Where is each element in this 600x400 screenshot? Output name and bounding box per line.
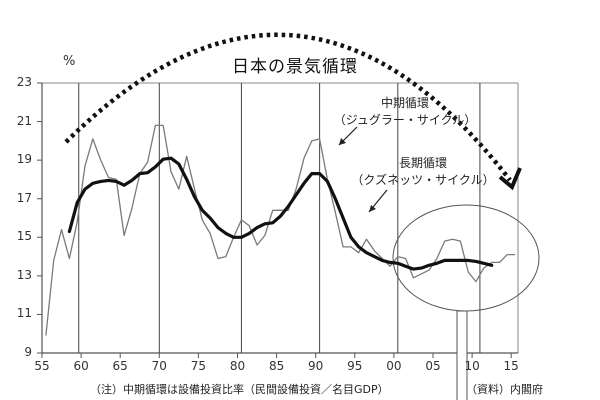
x-tick-label: 65 [112,359,128,373]
note-source-definition: （注）中期循環は設備投資比率（民間設備投資／名目GDP） [90,383,389,396]
x-tick-label: 95 [347,359,363,373]
cycle-boundary-lines [78,83,481,353]
y-tick-label: 13 [16,267,32,282]
dotted-arc-arrow [64,32,512,182]
x-tick-label: 00 [386,359,402,373]
x-tick-label: 60 [73,359,89,373]
y-axis-ticks [37,82,42,354]
y-tick-label: 9 [24,345,32,359]
series-juglar-cycle [45,124,516,336]
x-tick-label: 10 [464,359,480,373]
y-tick-label: 17 [16,190,32,205]
x-tick-label: 55 [34,359,50,373]
chart-title-text: 日本の景気循環 [232,57,358,77]
annotation-kuznets-title: 長期循環 [398,156,447,170]
annotation-juglar-cycle: 中期循環 （ジュグラー・サイクル） [330,95,480,129]
annotation-juglar-subtitle: （ジュグラー・サイクル） [333,113,477,127]
annotation-kuznets-subtitle: （クズネッツ・サイクル） [351,173,495,187]
x-axis-ticks [41,353,512,358]
plot-frame [41,82,519,354]
note-data-source: （資料）内閣府 [466,383,543,396]
x-tick-label: 05 [425,359,441,373]
x-tick-label: 15 [503,359,519,373]
annotation-kuznets-cycle: 長期循環 （クズネッツ・サイクル） [348,155,498,189]
annotation-juglar-title: 中期循環 [380,96,429,110]
highlight-ellipse [392,204,540,312]
arc-arrowhead-icon [498,167,522,191]
x-tick-label: 85 [268,359,285,373]
ellipse-pointer-bar [456,310,468,400]
y-tick-label: 23 [16,75,32,89]
y-tick-label: 11 [16,306,32,321]
y-tick-label: 15 [16,229,32,244]
y-tick-label: 19 [16,152,32,167]
x-tick-label: 75 [190,359,207,373]
y-axis-unit-label: % [63,54,76,69]
x-tick-label: 80 [229,359,246,373]
x-tick-label: 70 [151,359,167,373]
x-tick-label: 90 [308,359,324,373]
series-kuznets-cycle [67,156,494,271]
y-tick-label: 21 [16,113,32,128]
chart-title: 日本の景気循環 [0,52,600,77]
